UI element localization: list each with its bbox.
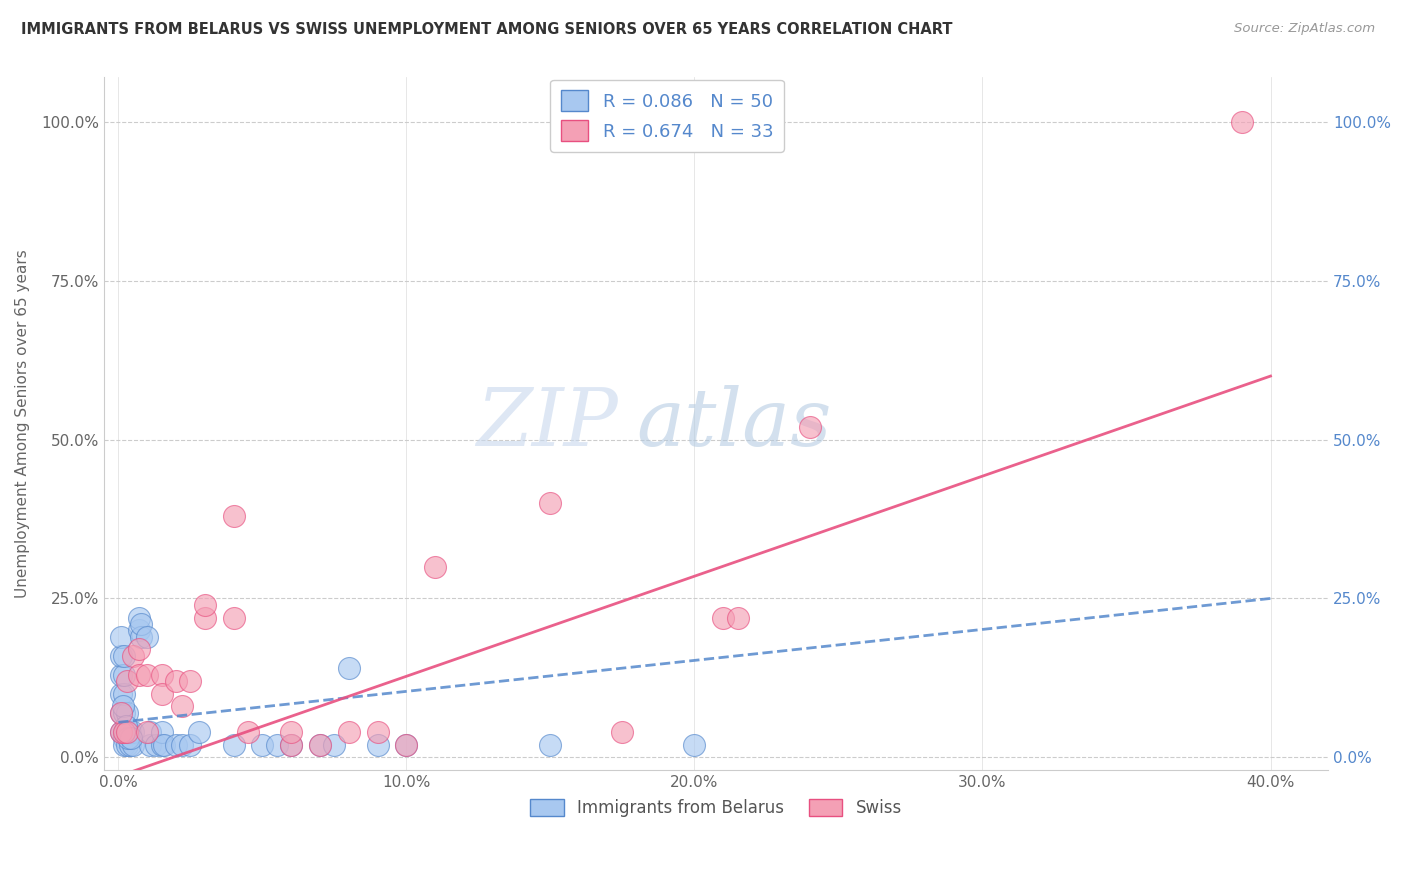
Y-axis label: Unemployment Among Seniors over 65 years: Unemployment Among Seniors over 65 years bbox=[15, 250, 30, 599]
Point bbox=[179, 674, 201, 689]
Point bbox=[120, 731, 142, 746]
Point bbox=[115, 706, 138, 720]
Point bbox=[115, 724, 138, 739]
Point bbox=[309, 738, 332, 752]
Point bbox=[153, 738, 176, 752]
Point bbox=[727, 610, 749, 624]
Point bbox=[395, 738, 418, 752]
Point bbox=[425, 559, 447, 574]
Point bbox=[170, 699, 193, 714]
Legend: Immigrants from Belarus, Swiss: Immigrants from Belarus, Swiss bbox=[523, 792, 908, 824]
Point bbox=[165, 738, 187, 752]
Point bbox=[222, 508, 245, 523]
Point bbox=[112, 667, 135, 681]
Point bbox=[367, 738, 389, 752]
Text: atlas: atlas bbox=[637, 385, 832, 462]
Point bbox=[136, 724, 159, 739]
Point bbox=[121, 648, 143, 663]
Point bbox=[337, 724, 360, 739]
Point bbox=[112, 706, 135, 720]
Point bbox=[323, 738, 346, 752]
Point bbox=[538, 496, 561, 510]
Point bbox=[139, 724, 162, 739]
Point bbox=[110, 667, 132, 681]
Point bbox=[136, 630, 159, 644]
Point bbox=[128, 624, 150, 638]
Point bbox=[131, 630, 153, 644]
Point bbox=[538, 738, 561, 752]
Point bbox=[115, 674, 138, 689]
Point bbox=[194, 610, 217, 624]
Point bbox=[222, 610, 245, 624]
Point bbox=[165, 674, 187, 689]
Point bbox=[111, 699, 134, 714]
Point bbox=[194, 598, 217, 612]
Point bbox=[683, 738, 706, 752]
Point bbox=[139, 738, 162, 752]
Point bbox=[121, 738, 143, 752]
Point bbox=[179, 738, 201, 752]
Point bbox=[112, 738, 135, 752]
Point bbox=[612, 724, 634, 739]
Point bbox=[110, 706, 132, 720]
Point bbox=[110, 687, 132, 701]
Point bbox=[711, 610, 734, 624]
Point bbox=[131, 616, 153, 631]
Text: ZIP: ZIP bbox=[477, 385, 619, 462]
Point bbox=[115, 738, 138, 752]
Point bbox=[280, 738, 302, 752]
Point bbox=[266, 738, 288, 752]
Point bbox=[367, 724, 389, 739]
Point bbox=[117, 731, 139, 746]
Point bbox=[114, 718, 136, 732]
Point bbox=[150, 724, 173, 739]
Point bbox=[170, 738, 193, 752]
Point bbox=[150, 687, 173, 701]
Point bbox=[110, 724, 132, 739]
Point bbox=[150, 667, 173, 681]
Point bbox=[110, 724, 132, 739]
Point bbox=[395, 738, 418, 752]
Text: IMMIGRANTS FROM BELARUS VS SWISS UNEMPLOYMENT AMONG SENIORS OVER 65 YEARS CORREL: IMMIGRANTS FROM BELARUS VS SWISS UNEMPLO… bbox=[21, 22, 953, 37]
Point bbox=[110, 648, 132, 663]
Point bbox=[121, 724, 143, 739]
Point bbox=[112, 724, 135, 739]
Point bbox=[337, 661, 360, 675]
Point bbox=[280, 724, 302, 739]
Point bbox=[222, 738, 245, 752]
Point bbox=[150, 738, 173, 752]
Point bbox=[280, 738, 302, 752]
Point bbox=[799, 420, 821, 434]
Point bbox=[115, 724, 138, 739]
Point bbox=[236, 724, 259, 739]
Point bbox=[128, 642, 150, 657]
Point bbox=[309, 738, 332, 752]
Point bbox=[110, 630, 132, 644]
Point bbox=[110, 706, 132, 720]
Point bbox=[118, 724, 141, 739]
Point bbox=[188, 724, 211, 739]
Point bbox=[118, 738, 141, 752]
Point bbox=[112, 731, 135, 746]
Point bbox=[112, 648, 135, 663]
Point bbox=[112, 687, 135, 701]
Point bbox=[112, 724, 135, 739]
Point bbox=[128, 610, 150, 624]
Point bbox=[1230, 115, 1253, 129]
Point bbox=[136, 667, 159, 681]
Point bbox=[128, 667, 150, 681]
Point bbox=[145, 738, 167, 752]
Text: Source: ZipAtlas.com: Source: ZipAtlas.com bbox=[1234, 22, 1375, 36]
Point bbox=[252, 738, 274, 752]
